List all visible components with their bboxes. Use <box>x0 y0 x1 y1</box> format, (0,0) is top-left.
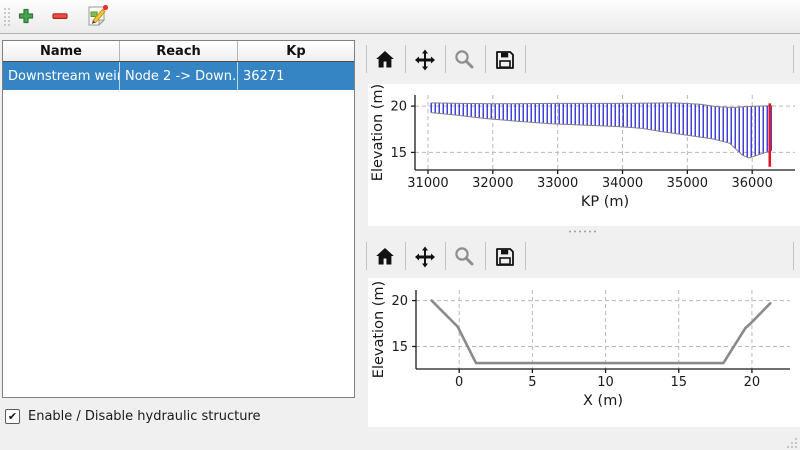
svg-text:Elevation (m): Elevation (m) <box>371 281 387 378</box>
home-button[interactable] <box>371 46 399 74</box>
svg-text:20: 20 <box>390 100 407 115</box>
toolbar-separator <box>405 45 406 73</box>
toolbar-drag-handle[interactable] <box>3 7 11 27</box>
toolbar-separator <box>793 242 794 270</box>
home-icon <box>376 51 394 68</box>
toolbar-separator <box>366 242 367 270</box>
svg-text:KP (m): KP (m) <box>581 194 629 210</box>
toolbar-separator <box>485 242 486 270</box>
svg-text:36000: 36000 <box>732 176 773 191</box>
column-header-reach[interactable]: Reach <box>120 41 238 61</box>
svg-text:15: 15 <box>390 146 407 161</box>
svg-text:35000: 35000 <box>667 176 708 191</box>
minus-icon <box>52 13 68 20</box>
svg-text:15: 15 <box>670 375 687 390</box>
structures-table: Name Reach Kp Downstream weir Node 2 -> … <box>2 40 355 398</box>
svg-text:20: 20 <box>744 375 761 390</box>
svg-text:15: 15 <box>391 340 408 355</box>
cross-section-canvas: 0 5 10 15 20 15 20 X (m) Elevation (m) <box>371 281 790 409</box>
add-structure-button[interactable] <box>17 7 35 25</box>
svg-text:20: 20 <box>391 294 408 309</box>
pan-icon <box>415 246 435 268</box>
column-header-kp[interactable]: Kp <box>286 43 306 59</box>
table-header: Name Reach Kp <box>3 41 354 62</box>
cell-name: Downstream weir <box>3 62 120 90</box>
svg-text:10: 10 <box>597 375 614 390</box>
save-button[interactable] <box>491 243 519 271</box>
plots-splitter-handle[interactable] <box>567 228 599 235</box>
svg-text:X (m): X (m) <box>583 393 623 409</box>
edit-icon <box>88 4 109 27</box>
enable-structure-checkbox[interactable]: ✔ <box>5 409 20 424</box>
plus-icon <box>18 8 34 24</box>
toolbar-separator <box>525 242 526 270</box>
svg-text:31000: 31000 <box>407 176 448 191</box>
edit-structure-button[interactable] <box>84 3 110 29</box>
toolbar-separator <box>445 45 446 73</box>
save-icon <box>496 248 514 266</box>
enable-structure-row: ✔ Enable / Disable hydraulic structure <box>5 409 261 424</box>
zoom-icon <box>455 50 474 69</box>
svg-text:Elevation (m): Elevation (m) <box>370 84 386 181</box>
main-toolbar <box>0 0 800 34</box>
toolbar-separator <box>485 45 486 73</box>
home-icon <box>376 248 394 265</box>
home-button[interactable] <box>371 243 399 271</box>
resize-grip[interactable] <box>786 437 798 449</box>
zoom-icon <box>455 247 474 266</box>
svg-text:32000: 32000 <box>472 176 513 191</box>
cross-section-plot[interactable]: 0 5 10 15 20 15 20 X (m) Elevation (m) <box>368 278 800 427</box>
cell-kp: 36271 <box>243 68 285 84</box>
toolbar-separator <box>793 45 794 73</box>
longitudinal-profile-plot[interactable]: 31000 32000 33000 34000 35000 36000 15 20 KP (m)… <box>368 84 800 226</box>
longitudinal-profile-canvas: 31000 32000 33000 34000 35000 36000 15 20 KP (m)… <box>370 84 795 210</box>
svg-text:33000: 33000 <box>537 176 578 191</box>
pan-icon <box>415 49 435 71</box>
save-button[interactable] <box>491 46 519 74</box>
zoom-button[interactable] <box>451 243 479 271</box>
toolbar-separator <box>445 242 446 270</box>
toolbar-separator <box>525 45 526 73</box>
save-icon <box>496 51 514 69</box>
svg-text:0: 0 <box>455 375 463 390</box>
toolbar-separator <box>405 242 406 270</box>
zoom-button[interactable] <box>451 46 479 74</box>
cell-reach: Node 2 -> Down… <box>120 62 238 90</box>
pan-button[interactable] <box>411 46 439 74</box>
pan-button[interactable] <box>411 243 439 271</box>
column-header-name[interactable]: Name <box>3 41 120 61</box>
toolbar-separator <box>366 45 367 73</box>
enable-structure-label: Enable / Disable hydraulic structure <box>28 409 261 424</box>
svg-text:34000: 34000 <box>602 176 643 191</box>
remove-structure-button[interactable] <box>51 7 69 25</box>
svg-text:5: 5 <box>528 375 536 390</box>
table-row[interactable]: Downstream weir Node 2 -> Down… 36271 <box>3 62 354 90</box>
